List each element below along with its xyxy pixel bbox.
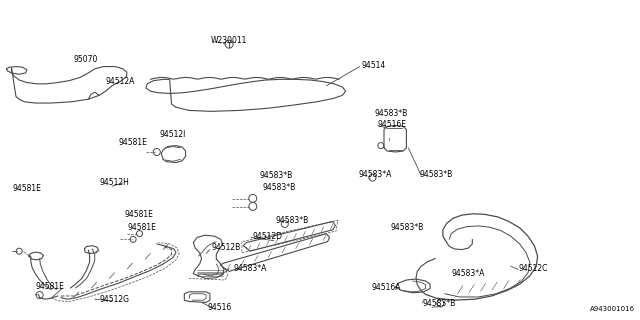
Text: A943001016: A943001016 <box>590 306 635 312</box>
Text: 94583*B: 94583*B <box>262 183 296 192</box>
Text: 94583*A: 94583*A <box>234 264 267 273</box>
Text: 95070: 95070 <box>74 55 98 64</box>
Text: 94583*A: 94583*A <box>451 269 484 278</box>
Text: 94512D: 94512D <box>253 232 283 241</box>
Text: 94512C: 94512C <box>518 264 548 273</box>
Text: 94583*B: 94583*B <box>419 170 452 179</box>
Text: 94514: 94514 <box>362 61 386 70</box>
Text: 94512A: 94512A <box>106 77 135 86</box>
Text: 94516: 94516 <box>208 303 232 312</box>
Text: 94581E: 94581E <box>35 282 64 291</box>
Text: 94581E: 94581E <box>118 138 147 147</box>
Text: 94512H: 94512H <box>99 178 129 187</box>
Text: 94583*B: 94583*B <box>259 171 292 180</box>
Text: 94512I: 94512I <box>160 130 186 139</box>
Text: 94516E: 94516E <box>378 120 406 129</box>
Text: 94583*B: 94583*B <box>374 109 408 118</box>
Text: 94516A: 94516A <box>371 284 401 292</box>
Text: 94581E: 94581E <box>128 223 157 232</box>
Text: 94581E: 94581E <box>125 210 154 219</box>
Text: 94583*B: 94583*B <box>390 223 424 232</box>
Text: 94512G: 94512G <box>99 295 129 304</box>
Text: 94583*B: 94583*B <box>275 216 308 225</box>
Text: 94583*B: 94583*B <box>422 300 456 308</box>
Text: 94512B: 94512B <box>211 244 241 252</box>
Text: 94583*A: 94583*A <box>358 170 392 179</box>
Text: 94581E: 94581E <box>13 184 42 193</box>
Text: W230011: W230011 <box>211 36 248 45</box>
